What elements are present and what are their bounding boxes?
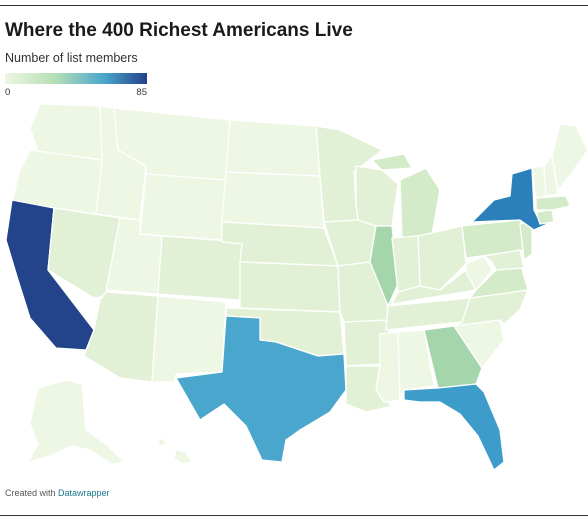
state-colorado[interactable]: [157, 235, 243, 301]
state-north-dakota[interactable]: [225, 119, 321, 177]
chart-subtitle: Number of list members: [5, 51, 138, 65]
top-rule: [0, 5, 588, 6]
state-arizona[interactable]: [83, 291, 159, 383]
state-florida[interactable]: [403, 383, 505, 471]
legend-min-label: 0: [5, 87, 11, 98]
state-texas[interactable]: [175, 315, 347, 463]
chart-title: Where the 400 Richest Americans Live: [5, 20, 353, 41]
state-west-virginia[interactable]: [465, 255, 493, 291]
state-new-hampshire[interactable]: [543, 155, 559, 197]
color-legend: 0 85: [5, 73, 147, 98]
attribution: Created with Datawrapper: [5, 488, 110, 498]
bottom-rule: [0, 515, 588, 516]
state-connecticut[interactable]: [535, 209, 555, 225]
datawrapper-link[interactable]: Datawrapper: [58, 488, 110, 498]
state-new-york[interactable]: [471, 167, 553, 231]
state-massachusetts[interactable]: [535, 195, 571, 211]
state-new-mexico[interactable]: [151, 295, 227, 383]
state-mississippi[interactable]: [375, 331, 401, 403]
state-georgia[interactable]: [423, 325, 483, 389]
state-illinois[interactable]: [369, 225, 399, 307]
state-michigan[interactable]: [371, 153, 441, 239]
state-wisconsin[interactable]: [355, 165, 399, 227]
state-maine[interactable]: [551, 123, 588, 191]
attribution-text: Created with: [5, 488, 59, 498]
state-hawaii[interactable]: [157, 437, 193, 465]
legend-gradient-bar: [5, 73, 147, 84]
state-alabama[interactable]: [397, 329, 435, 401]
state-alaska[interactable]: [27, 379, 125, 465]
legend-max-label: 85: [136, 87, 147, 98]
state-south-dakota[interactable]: [221, 171, 325, 229]
state-maryland[interactable]: [483, 249, 525, 271]
state-kansas[interactable]: [239, 261, 341, 313]
state-nevada[interactable]: [47, 207, 121, 299]
us-choropleth-map: [5, 103, 588, 471]
state-wyoming[interactable]: [139, 173, 227, 241]
state-ohio[interactable]: [417, 225, 467, 291]
